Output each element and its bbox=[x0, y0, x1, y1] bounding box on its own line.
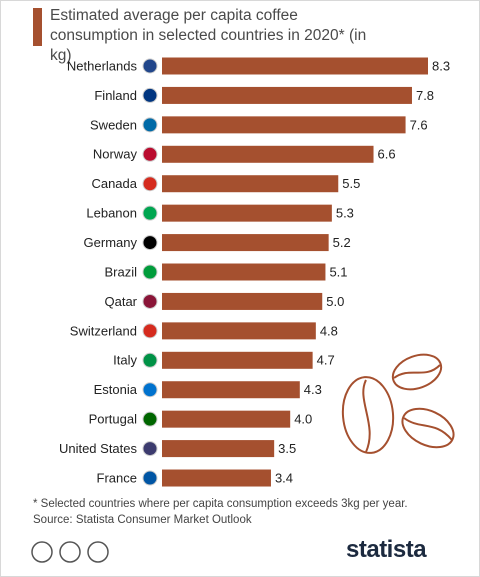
value-label: 5.3 bbox=[336, 206, 354, 221]
category-label: Norway bbox=[93, 147, 138, 162]
bar bbox=[162, 86, 412, 104]
bar bbox=[162, 469, 271, 487]
value-label: 4.0 bbox=[294, 412, 312, 427]
flag bbox=[142, 176, 158, 192]
value-label: 5.0 bbox=[326, 294, 344, 309]
coffee-beans bbox=[341, 353, 455, 454]
value-label: 8.3 bbox=[432, 58, 450, 73]
flag bbox=[142, 58, 158, 74]
flag bbox=[142, 117, 158, 133]
value-label: 5.2 bbox=[333, 235, 351, 250]
value-label: 5.5 bbox=[342, 176, 360, 191]
bar bbox=[162, 175, 339, 193]
value-label: 3.4 bbox=[275, 470, 293, 485]
chart-title: Estimated average per capita coffee cons… bbox=[50, 7, 367, 64]
flag bbox=[142, 352, 158, 368]
category-label: Germany bbox=[84, 235, 138, 250]
bar bbox=[162, 351, 313, 369]
value-label: 6.6 bbox=[378, 147, 396, 162]
flag bbox=[142, 293, 158, 309]
bar bbox=[162, 234, 329, 252]
flag bbox=[142, 146, 158, 162]
bar bbox=[162, 145, 374, 163]
value-label: 4.8 bbox=[320, 323, 338, 338]
category-label: Portugal bbox=[89, 412, 138, 427]
category-label: Qatar bbox=[104, 294, 137, 309]
flag bbox=[142, 411, 158, 427]
bar bbox=[162, 322, 316, 340]
bar bbox=[162, 116, 406, 134]
category-label: United States bbox=[59, 441, 138, 456]
value-label: 3.5 bbox=[278, 441, 296, 456]
value-label: 5.1 bbox=[329, 264, 347, 279]
flag bbox=[142, 382, 158, 398]
category-label: Estonia bbox=[94, 382, 138, 397]
flag bbox=[142, 205, 158, 221]
footnote: * Selected countries where per capita co… bbox=[33, 498, 408, 510]
flag bbox=[142, 470, 158, 486]
category-label: Canada bbox=[91, 176, 137, 191]
category-label: Brazil bbox=[104, 264, 137, 279]
bar bbox=[162, 57, 428, 75]
bar bbox=[162, 381, 300, 399]
flag bbox=[142, 235, 158, 251]
source: Source: Statista Consumer Market Outlook bbox=[33, 514, 252, 526]
value-label: 4.7 bbox=[317, 353, 335, 368]
bar bbox=[162, 263, 326, 281]
flag bbox=[142, 264, 158, 280]
value-label: 4.3 bbox=[304, 382, 322, 397]
flag bbox=[142, 87, 158, 103]
cc-icons bbox=[31, 541, 109, 563]
title-accent bbox=[33, 8, 42, 46]
category-label: France bbox=[97, 470, 137, 485]
flag bbox=[142, 441, 158, 457]
logo: statista bbox=[346, 536, 427, 563]
value-label: 7.8 bbox=[416, 88, 434, 103]
bar bbox=[162, 440, 275, 458]
value-label: 7.6 bbox=[410, 117, 428, 132]
bar bbox=[162, 410, 291, 428]
category-label: Netherlands bbox=[67, 58, 138, 73]
bar bbox=[162, 204, 332, 222]
bar bbox=[162, 292, 323, 310]
category-label: Italy bbox=[113, 353, 137, 368]
category-label: Lebanon bbox=[86, 206, 137, 221]
category-label: Finland bbox=[94, 88, 137, 103]
category-label: Sweden bbox=[90, 117, 137, 132]
flag bbox=[142, 323, 158, 339]
category-label: Switzerland bbox=[70, 323, 137, 338]
